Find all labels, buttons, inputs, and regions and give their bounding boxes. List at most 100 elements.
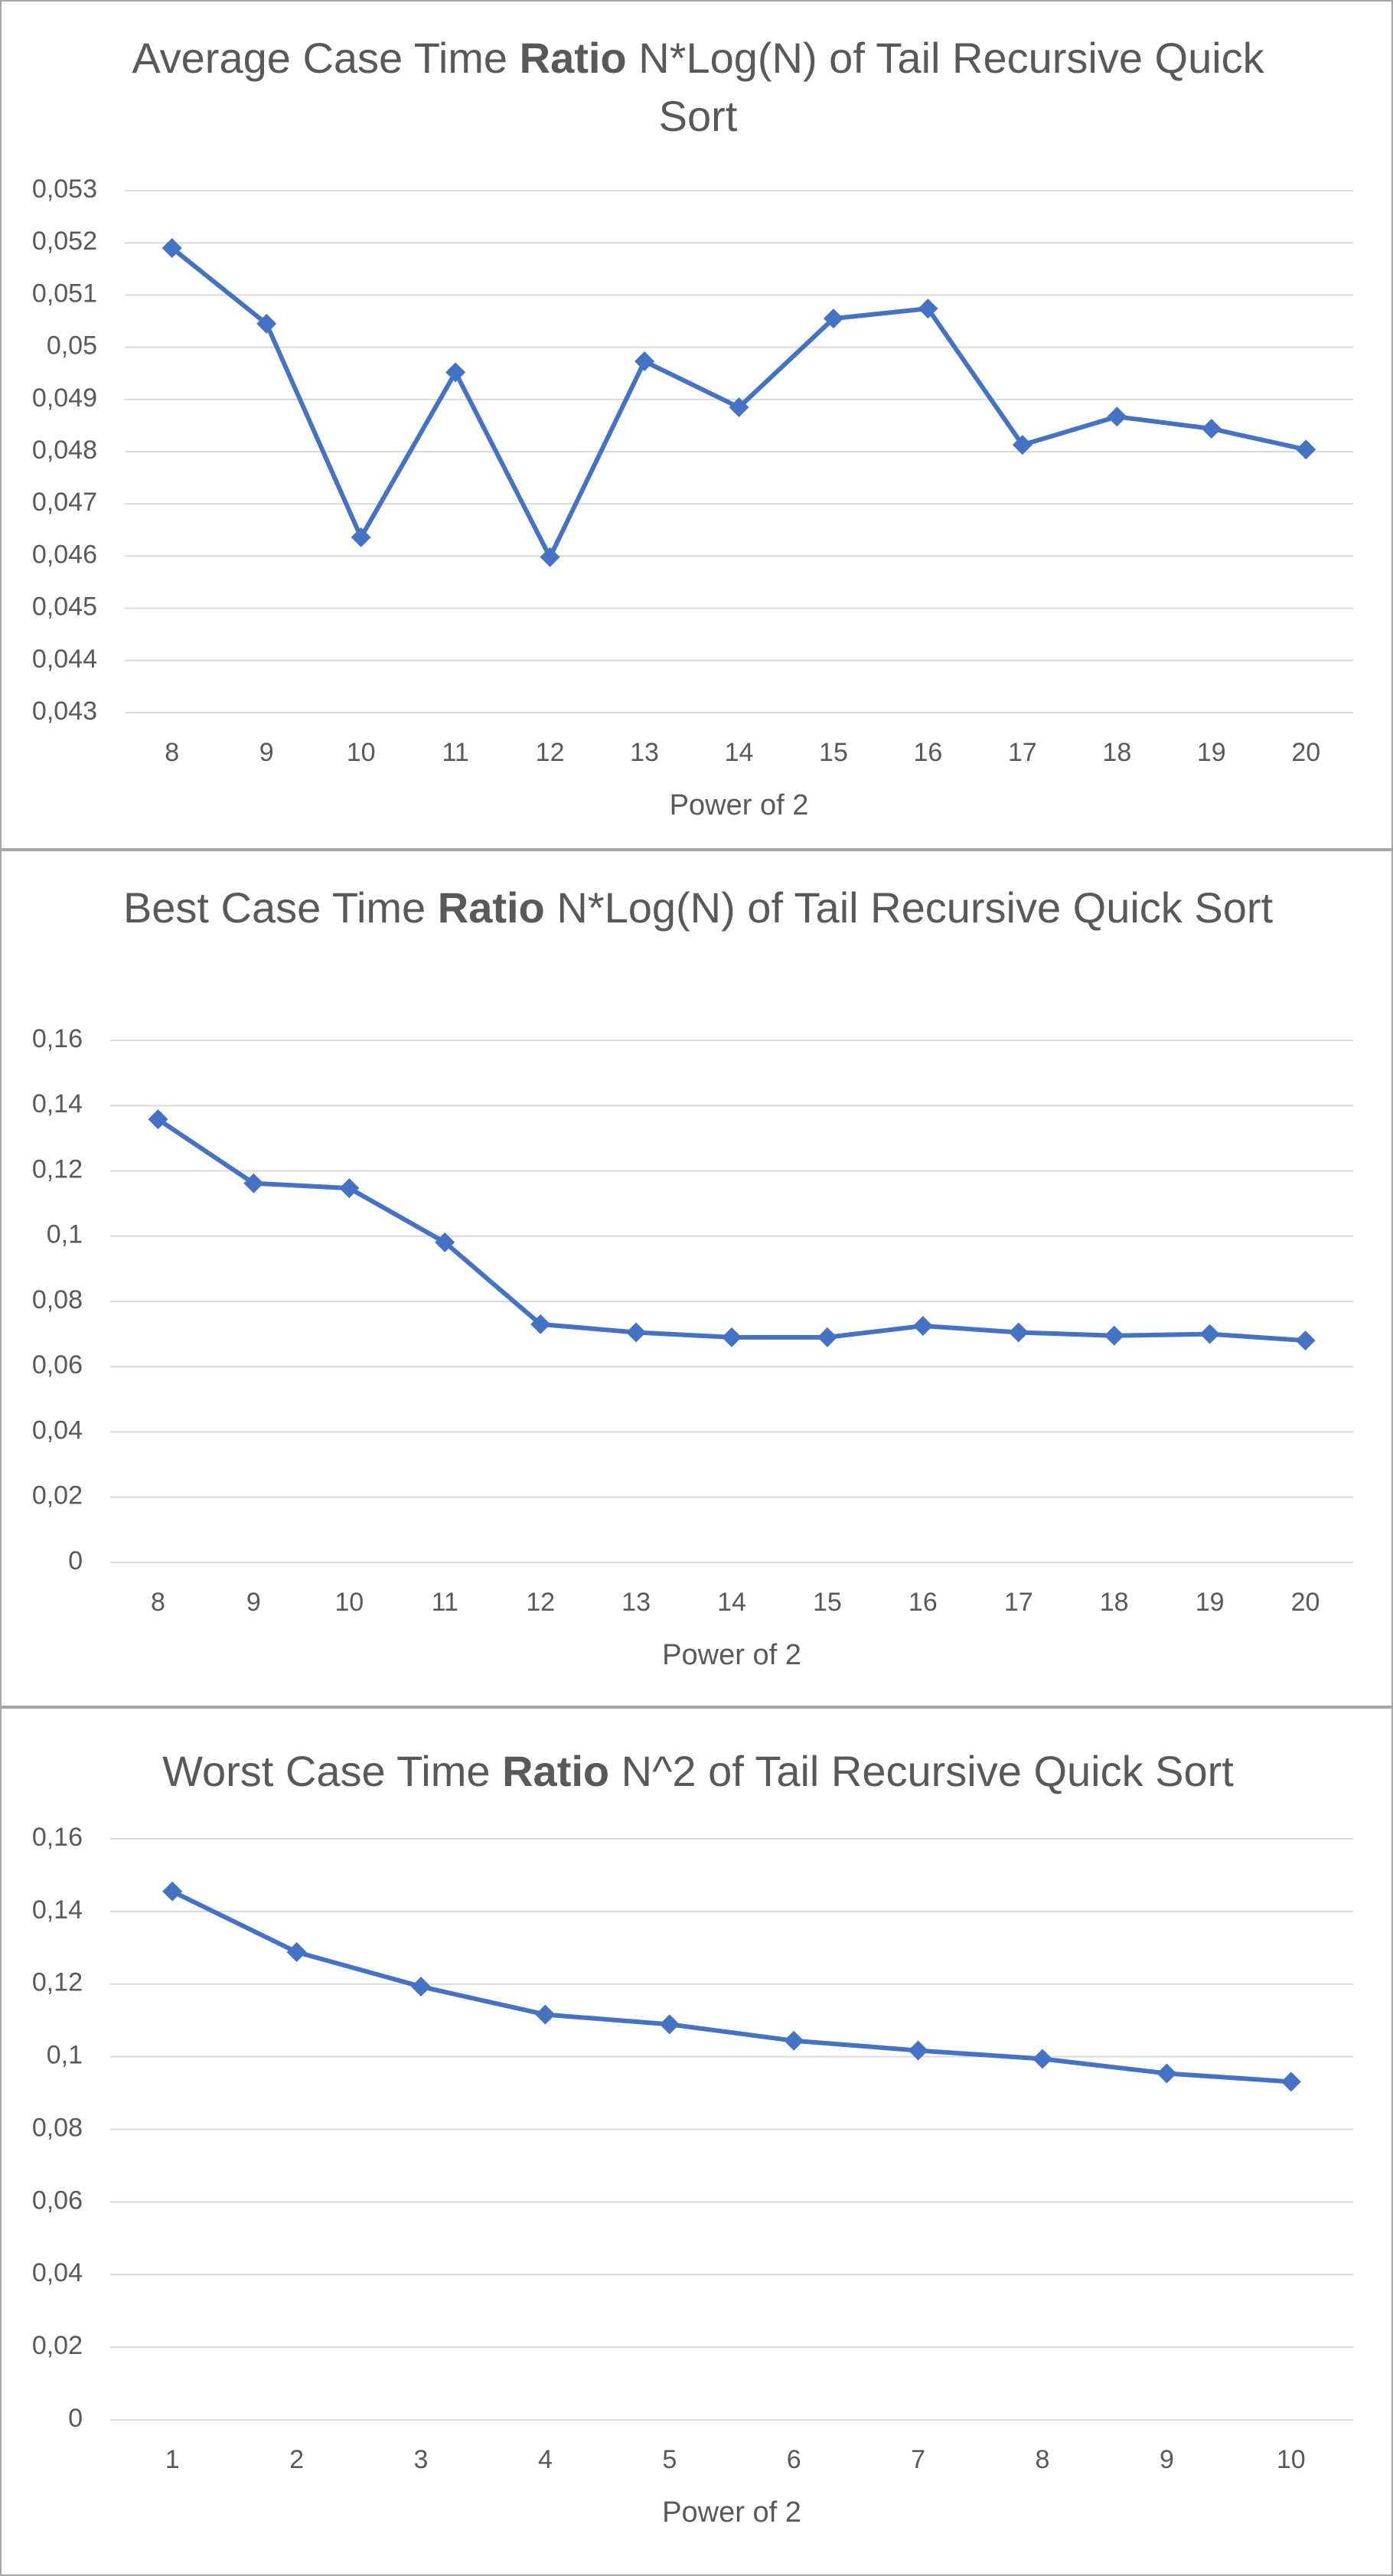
x-tick-label: 9 [1160, 2445, 1174, 2474]
chart: 0 0,02 0,04 0,06 0,08 0,1 0,12 0,14 0,16 1 2 3 4 5 6 7 8… [32, 1823, 1353, 2529]
data-point [1201, 418, 1222, 439]
data-point [445, 362, 466, 383]
data-line [156, 1117, 1306, 1344]
title-part: Worst Case Time [162, 1747, 491, 1795]
x-tick-label: 11 [442, 738, 468, 767]
y-tick-label: 0,045 [32, 593, 97, 622]
y-tick-label: 0,051 [32, 279, 97, 308]
chart-panel: 0,043 0,044 0,045 0,046 0,047 0,048 0,049 0,05 0… [0, 0, 1393, 850]
y-tick-label: 0 [68, 1546, 83, 1575]
y-tick-label: 0,049 [32, 384, 97, 413]
chart-title: Best Case Time Ratio N*Log(N) of Tail Re… [116, 879, 1280, 937]
x-axis-label: Power of 2 [662, 1639, 801, 1671]
chart-title: Worst Case Time Ratio N^2 of Tail Recurs… [116, 1742, 1280, 1801]
y-tick-label: 0,06 [32, 2186, 83, 2215]
x-tick-label: 16 [914, 738, 943, 767]
y-tick-label: 0,16 [32, 1024, 83, 1053]
y-tick-label: 0,08 [32, 1285, 83, 1314]
x-tick-label: 18 [1102, 738, 1131, 767]
data-point [540, 547, 560, 567]
y-tick-label: 0,1 [47, 2041, 83, 2070]
y-tick-label: 0 [68, 2404, 83, 2433]
chart: 0 0,02 0,04 0,06 0,08 0,1 0,12 0,14 0,16 8 9 10 11 12… [32, 1024, 1353, 1671]
chart-title: Average Case Time Ratio N*Log(N) of Tail… [116, 29, 1280, 145]
y-tick-label: 0,02 [32, 2331, 83, 2360]
x-tick-label: 12 [536, 738, 565, 767]
y-tick-label: 0,05 [47, 331, 97, 361]
x-tick-label: 9 [246, 1588, 261, 1617]
x-tick-label: 2 [289, 2445, 304, 2474]
y-tick-label: 0,06 [32, 1350, 83, 1379]
x-tick-label: 11 [432, 1588, 458, 1617]
data-point [635, 351, 655, 372]
data-point [729, 397, 749, 418]
data-point [243, 1173, 264, 1193]
x-tick-label: 10 [334, 1588, 364, 1617]
data-point [1104, 1325, 1124, 1346]
y-tick-label: 0,053 [32, 175, 97, 204]
x-tick-label: 12 [526, 1588, 555, 1617]
data-point [908, 2040, 928, 2061]
x-tick-label: 15 [813, 1588, 842, 1617]
data-point [339, 1178, 360, 1199]
title-part: Ratio [519, 34, 627, 82]
data-point [1280, 2072, 1301, 2092]
data-point [1008, 1322, 1029, 1343]
data-point [1199, 1324, 1220, 1344]
title-part: N*Log(N) of Tail Recursive Quick Sort [556, 883, 1274, 932]
x-tick-label: 20 [1291, 1588, 1320, 1617]
data-point [162, 1881, 183, 1902]
data-point [530, 1314, 551, 1334]
chart-panel: 0 0,02 0,04 0,06 0,08 0,1 0,12 0,14 0,16 1 2 3 4 5 6 7 8… [0, 1707, 1393, 2576]
data-point [286, 1942, 307, 1963]
x-tick-label: 8 [165, 738, 179, 767]
data-point [435, 1232, 455, 1252]
y-tick-label: 0,052 [32, 227, 97, 256]
x-tick-label: 14 [725, 738, 754, 767]
y-tick-label: 0,12 [32, 1968, 83, 1997]
x-tick-label: 18 [1100, 1588, 1129, 1617]
data-point [148, 1109, 168, 1130]
data-point [918, 299, 938, 319]
y-tick-label: 0,08 [32, 2113, 83, 2142]
title-part: Average Case Time [132, 34, 508, 82]
y-tick-label: 0,16 [32, 1823, 83, 1852]
data-point [161, 238, 182, 259]
x-tick-label: 19 [1197, 738, 1226, 767]
x-tick-label: 8 [1036, 2445, 1050, 2474]
data-point [1033, 2049, 1052, 2069]
y-tick-label: 0,12 [32, 1154, 83, 1184]
x-tick-label: 10 [347, 738, 376, 767]
data-point [823, 309, 843, 329]
data-point [722, 1327, 742, 1347]
data-point [1296, 439, 1316, 460]
chart-panel: 0 0,02 0,04 0,06 0,08 0,1 0,12 0,14 0,16 8 9 10 11 12… [0, 850, 1393, 1707]
x-tick-label: 5 [662, 2445, 677, 2474]
x-tick-label: 13 [630, 738, 659, 767]
data-line [171, 1889, 1292, 2085]
y-tick-label: 0,14 [32, 1895, 83, 1925]
x-tick-label: 10 [1277, 2445, 1306, 2474]
y-tick-label: 0,047 [32, 488, 97, 517]
x-tick-label: 16 [909, 1588, 938, 1617]
x-tick-label: 20 [1291, 738, 1320, 767]
x-tick-label: 8 [151, 1588, 165, 1617]
x-tick-label: 6 [787, 2445, 801, 2474]
data-point [626, 1322, 647, 1343]
x-tick-label: 13 [621, 1588, 651, 1617]
data-point [1156, 2063, 1177, 2084]
y-tick-label: 0,044 [32, 645, 97, 674]
y-tick-label: 0,048 [32, 436, 97, 465]
y-tick-label: 0,02 [32, 1481, 83, 1510]
y-tick-label: 0,1 [47, 1220, 83, 1249]
x-tick-label: 1 [165, 2445, 180, 2474]
data-point [659, 2014, 680, 2035]
y-tick-label: 0,046 [32, 540, 97, 569]
y-tick-label: 0,04 [32, 1415, 83, 1445]
title-part: Best Case Time [122, 883, 426, 932]
x-tick-label: 9 [259, 738, 274, 767]
y-tick-label: 0,043 [32, 697, 97, 726]
x-tick-label: 17 [1004, 1588, 1033, 1617]
x-tick-label: 7 [911, 2445, 925, 2474]
